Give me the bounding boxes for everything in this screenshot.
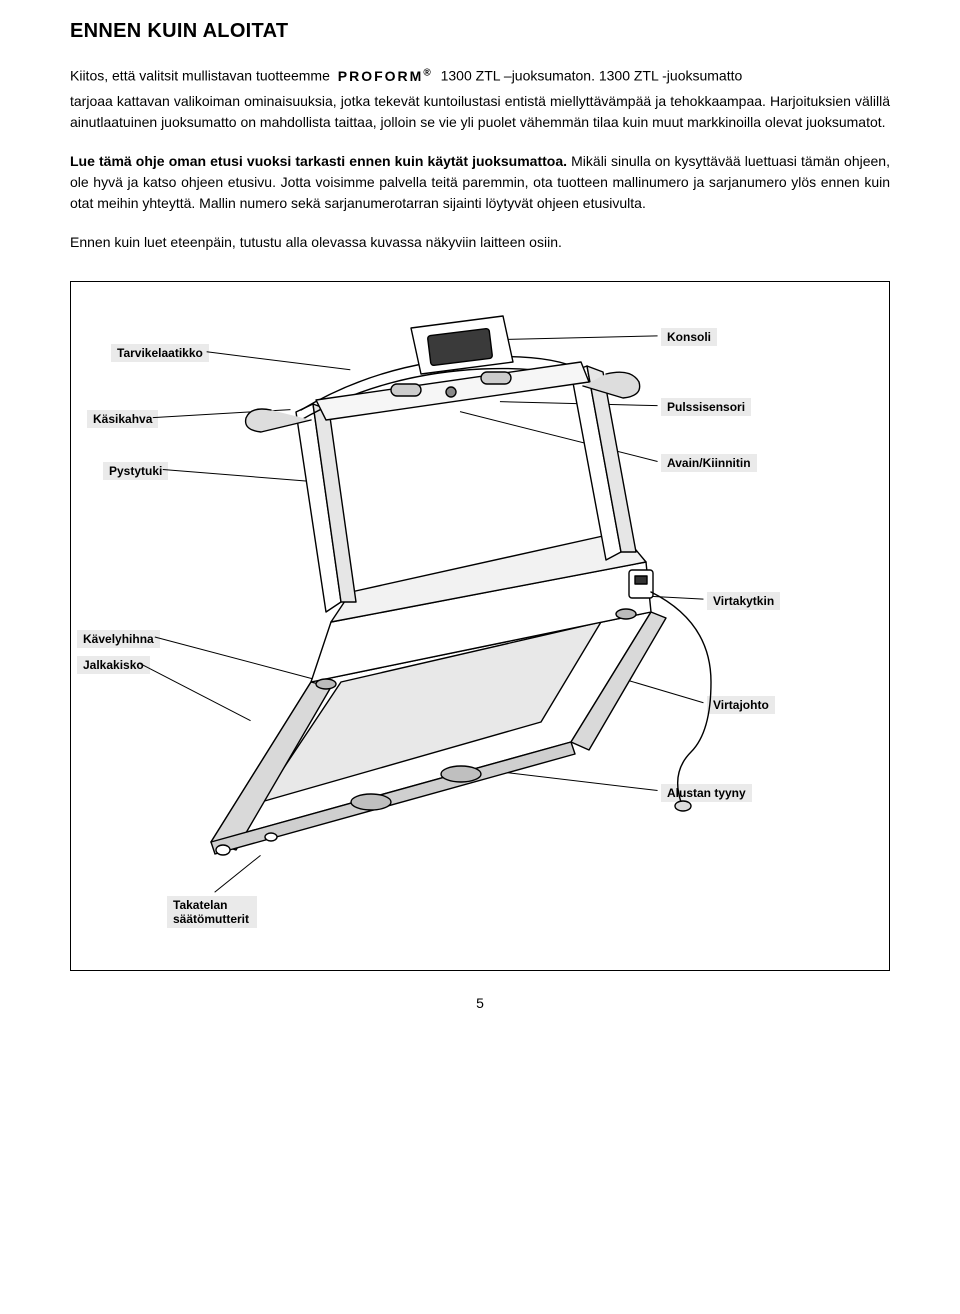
label-kasikahva: Käsikahva [87, 410, 158, 428]
brand-logo-text: PROFORM® [334, 68, 437, 84]
paragraph-2-bold: Lue tämä ohje oman etusi vuoksi tarkasti… [70, 153, 567, 169]
page-heading: ENNEN KUIN ALOITAT [70, 20, 890, 43]
intro-paragraph-rest: tarjoaa kattavan valikoiman ominaisuuksi… [70, 91, 890, 133]
label-kavelyhihna: Kävelyhihna [77, 630, 160, 648]
intro-suffix: 1300 ZTL –juoksumaton. 1300 ZTL -juoksum… [441, 68, 743, 84]
label-jalkakisko: Jalkakisko [77, 656, 150, 674]
intro-prefix: Kiitos, että valitsit mullistavan tuotte… [70, 68, 334, 84]
treadmill-diagram: Tarvikelaatikko Käsikahva Pystytuki Käve… [70, 281, 890, 971]
page-number: 5 [70, 995, 890, 1011]
intro-paragraph-line1: Kiitos, että valitsit mullistavan tuotte… [70, 65, 890, 87]
paragraph-2: Lue tämä ohje oman etusi vuoksi tarkasti… [70, 151, 890, 214]
paragraph-3: Ennen kuin luet eteenpäin, tutustu alla … [70, 232, 890, 253]
treadmill-illustration [151, 302, 731, 942]
